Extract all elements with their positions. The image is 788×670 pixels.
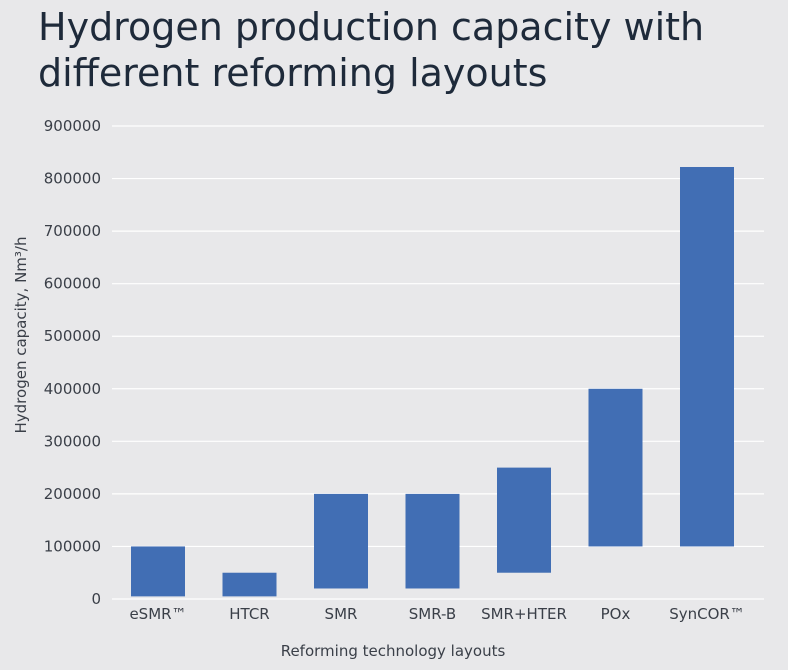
- y-tick-label: 200000: [44, 485, 101, 503]
- x-tick-label: eSMR™: [129, 605, 186, 623]
- x-tick-label: SMR+HTER: [481, 605, 567, 623]
- x-tick-label: SynCOR™: [669, 605, 745, 623]
- y-tick-label: 500000: [44, 327, 101, 345]
- x-axis-ticks: eSMR™ HTCR SMR SMR-B SMR+HTER POx SynCOR™: [129, 605, 744, 623]
- bar-htcr: [222, 572, 277, 597]
- bars: [131, 166, 734, 597]
- y-axis-ticks: 900000 800000 700000 600000 500000 400000 3000…: [44, 117, 101, 608]
- x-tick-label: POx: [601, 605, 631, 623]
- bar-smr-hter: [497, 467, 551, 573]
- y-tick-label: 400000: [44, 380, 101, 398]
- x-axis-label: Reforming technology layouts: [281, 642, 506, 660]
- bar-syncor: [680, 166, 734, 547]
- bar-esmr: [131, 546, 185, 597]
- y-tick-label: 900000: [44, 117, 101, 135]
- bar-smr: [314, 493, 368, 589]
- bar-pox: [588, 388, 643, 547]
- x-tick-label: SMR-B: [409, 605, 456, 623]
- y-tick-label: 0: [91, 590, 101, 608]
- y-axis-label: Hydrogen capacity, Nm³/h: [12, 237, 30, 434]
- x-tick-label: SMR: [325, 605, 358, 623]
- chart-title: Hydrogen production capacity with differ…: [38, 5, 705, 95]
- y-tick-label: 600000: [44, 275, 101, 293]
- y-tick-label: 100000: [44, 537, 101, 555]
- y-tick-label: 300000: [44, 432, 101, 450]
- bar-smr-b: [405, 493, 460, 589]
- x-tick-label: HTCR: [229, 605, 269, 623]
- y-tick-label: 800000: [44, 170, 101, 188]
- y-tick-label: 700000: [44, 222, 101, 240]
